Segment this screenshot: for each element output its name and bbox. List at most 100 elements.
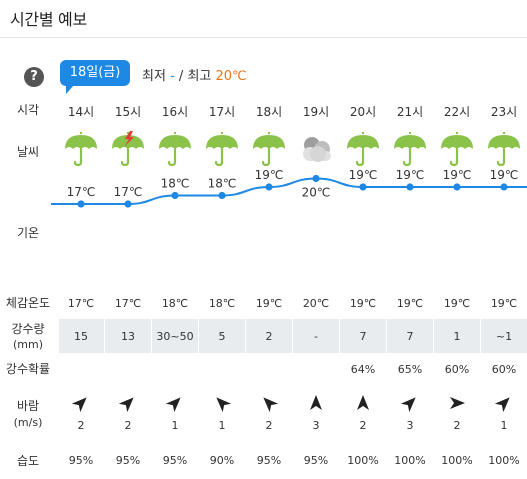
temperature-point: [500, 183, 508, 191]
precip-value: 5: [218, 330, 226, 343]
time-label: 21시: [396, 105, 424, 119]
humidity-value: 90%: [209, 454, 235, 467]
temperature-point: [265, 183, 273, 191]
humidity-value: 100%: [441, 454, 473, 467]
temperature-label: 20℃: [302, 186, 331, 200]
temperature-line: [51, 177, 527, 205]
humidity-value: 95%: [162, 454, 188, 467]
temperature-point: [312, 174, 320, 183]
time-label: 14시: [67, 105, 95, 119]
north-arrow-icon: [354, 394, 372, 412]
max-label: 최고: [187, 69, 212, 84]
temperature-point: [359, 183, 367, 191]
northeast-arrow-icon: [118, 394, 137, 413]
humidity-value: 95%: [303, 454, 329, 467]
row-label-feels: 체감온도: [5, 296, 51, 310]
help-icon[interactable]: ?: [24, 67, 44, 87]
precip-value: 30~50: [156, 330, 194, 343]
max-value: 20℃: [215, 69, 247, 84]
wind-speed-value: 1: [171, 419, 179, 432]
precip-separator: [339, 319, 340, 353]
row-label-precip: 강수량: [11, 322, 45, 336]
row-label-wind: 바람: [16, 399, 40, 413]
precip-prob-value: 60%: [444, 363, 470, 376]
north-arrow-icon: [307, 394, 325, 412]
row-label-temp: 기온: [16, 226, 40, 240]
northeast-arrow-icon: [400, 394, 419, 413]
time-label: 23시: [490, 105, 518, 119]
precip-value: 7: [406, 330, 414, 343]
temperature-label: 19℃: [349, 168, 378, 182]
wind-speed-value: 2: [359, 419, 367, 432]
time-label: 17시: [208, 105, 236, 119]
feels-like-value: 19℃: [349, 297, 377, 310]
precip-value: ~1: [495, 330, 513, 343]
temperature-point: [453, 183, 461, 191]
precip-separator: [245, 319, 246, 353]
min-max-summary: 최저 - / 최고 20℃: [142, 65, 247, 84]
precip-separator: [480, 319, 481, 353]
precip-value: -: [314, 330, 318, 343]
precip-value: 1: [453, 330, 461, 343]
east-arrow-icon: [448, 394, 466, 412]
precip-band: [59, 319, 527, 353]
precip-separator: [198, 319, 199, 353]
umbrella-rain-icon: [437, 129, 477, 169]
umbrella-rain-icon: [61, 129, 101, 169]
wind-speed-value: 1: [500, 419, 508, 432]
temperature-label: 19℃: [443, 168, 472, 182]
cloud-icon: [296, 129, 336, 169]
slash-separator: /: [178, 69, 184, 84]
precip-value: 2: [265, 330, 273, 343]
temperature-label: 18℃: [161, 177, 190, 191]
divider: [0, 37, 527, 38]
wind-speed-value: 2: [77, 419, 85, 432]
humidity-value: 95%: [68, 454, 94, 467]
time-label: 19시: [302, 105, 330, 119]
page-title: 시간별 예보: [10, 10, 87, 29]
time-label: 15시: [114, 105, 142, 119]
wind-speed-value: 2: [124, 419, 132, 432]
temperature-point: [77, 200, 85, 208]
row-label-wind-unit: (m/s): [13, 416, 43, 429]
wind-speed-value: 2: [453, 419, 461, 432]
wind-speed-value: 3: [406, 419, 414, 432]
row-label-prob: 강수확률: [5, 362, 51, 376]
row-label-humidity: 습도: [16, 454, 40, 468]
humidity-value: 100%: [488, 454, 520, 467]
feels-like-value: 17℃: [67, 297, 95, 310]
northeast-arrow-icon: [494, 394, 513, 413]
time-label: 20시: [349, 105, 377, 119]
precip-value: 15: [74, 330, 88, 343]
temperature-point: [124, 200, 132, 208]
umbrella-rain-icon: [343, 129, 383, 169]
temperature-point: [171, 191, 179, 200]
precip-prob-value: 60%: [491, 363, 517, 376]
humidity-value: 95%: [256, 454, 282, 467]
row-label-time: 시각: [16, 103, 40, 117]
time-label: 18시: [255, 105, 283, 119]
temperature-point: [218, 191, 226, 200]
time-label: 22시: [443, 105, 471, 119]
temperature-label: 18℃: [208, 177, 237, 191]
umbrella-thunder-icon: [108, 129, 148, 169]
time-label: 16시: [161, 105, 189, 119]
feels-like-value: 20℃: [302, 297, 330, 310]
feels-like-value: 19℃: [490, 297, 518, 310]
feels-like-value: 19℃: [443, 297, 471, 310]
precip-value: 7: [359, 330, 367, 343]
umbrella-rain-icon: [390, 129, 430, 169]
umbrella-rain-icon: [155, 129, 195, 169]
temperature-label: 17℃: [67, 185, 96, 199]
feels-like-value: 17℃: [114, 297, 142, 310]
temperature-label: 19℃: [490, 168, 519, 182]
umbrella-rain-icon: [484, 129, 524, 169]
precip-separator: [104, 319, 105, 353]
temperature-label: 19℃: [396, 168, 425, 182]
min-value: -: [170, 69, 175, 84]
humidity-value: 100%: [347, 454, 379, 467]
precip-value: 13: [121, 330, 135, 343]
precip-separator: [151, 319, 152, 353]
wind-speed-value: 3: [312, 419, 320, 432]
